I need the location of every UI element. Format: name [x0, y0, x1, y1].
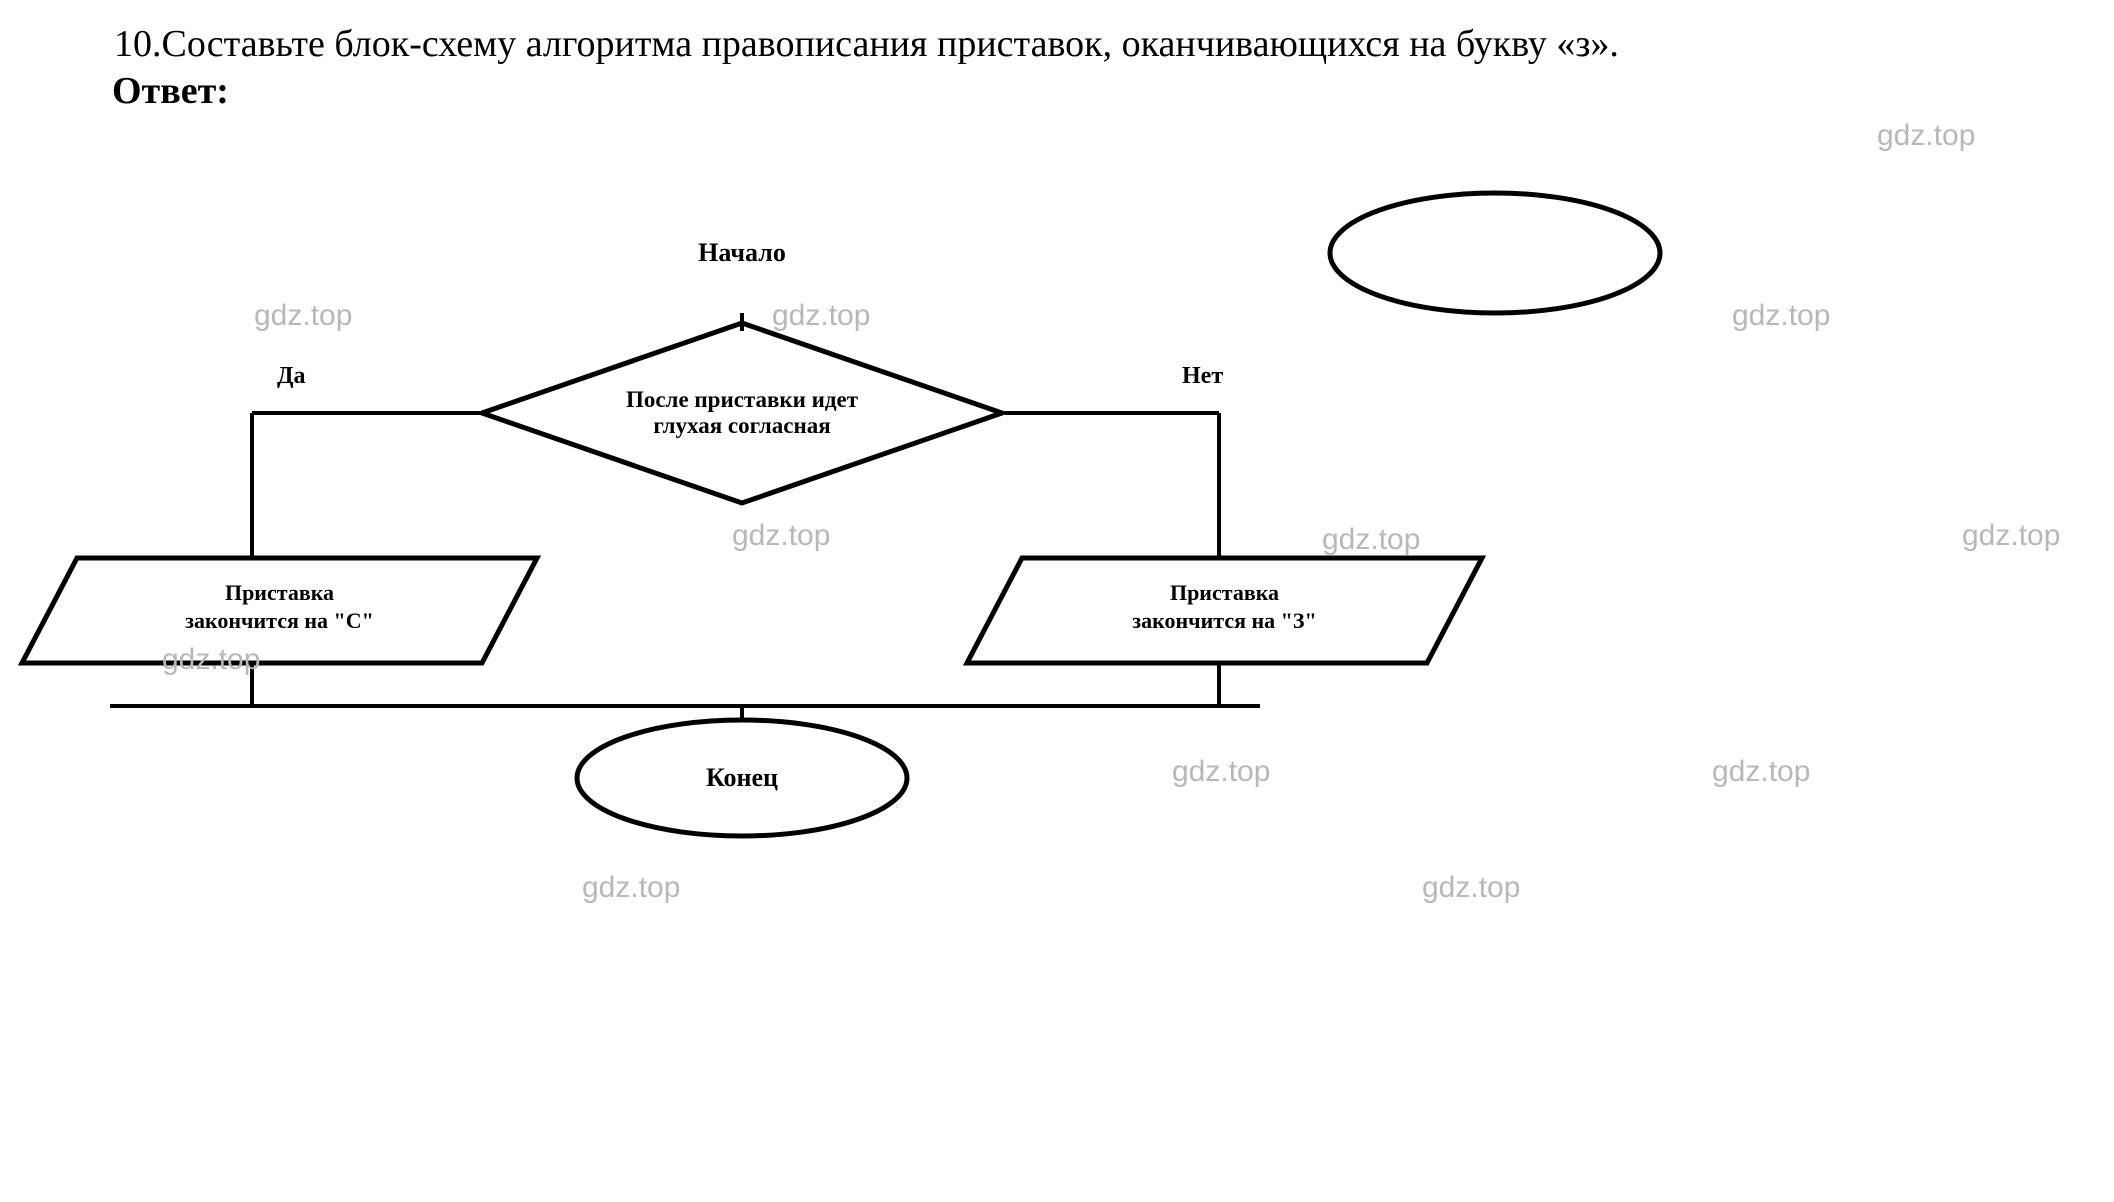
node-decision: После приставки идет глухая согласная: [482, 323, 1002, 503]
task-text: 10.Составьте блок-схему алгоритма правоп…: [0, 0, 2114, 69]
node-output-right: Приставка закончится на "З": [967, 558, 1482, 663]
node-end: Конец: [577, 720, 907, 836]
outleft-line1: Приставка: [225, 580, 334, 605]
outright-line2: закончится на "З": [1132, 608, 1316, 633]
outright-line1: Приставка: [1170, 580, 1279, 605]
outleft-line2: закончится на "С": [185, 608, 374, 633]
decision-line1: После приставки идет: [626, 387, 859, 412]
no-label: Нет: [1182, 363, 1223, 389]
node-start: Начало: [698, 193, 1660, 313]
node-output-left: Приставка закончится на "С": [22, 558, 537, 663]
decision-line2: глухая согласная: [653, 413, 830, 438]
flowchart: Начало После приставки идет глухая согла…: [0, 113, 2114, 1093]
yes-label: Да: [277, 363, 306, 389]
task-content: 10.Составьте блок-схему алгоритма правоп…: [114, 23, 1619, 65]
start-label: Начало: [698, 238, 786, 267]
end-label: Конец: [706, 763, 778, 792]
flowchart-svg: Начало После приставки идет глухая согла…: [0, 113, 2114, 1093]
answer-label: Ответ:: [0, 69, 2114, 113]
start-shape: [1330, 193, 1660, 313]
